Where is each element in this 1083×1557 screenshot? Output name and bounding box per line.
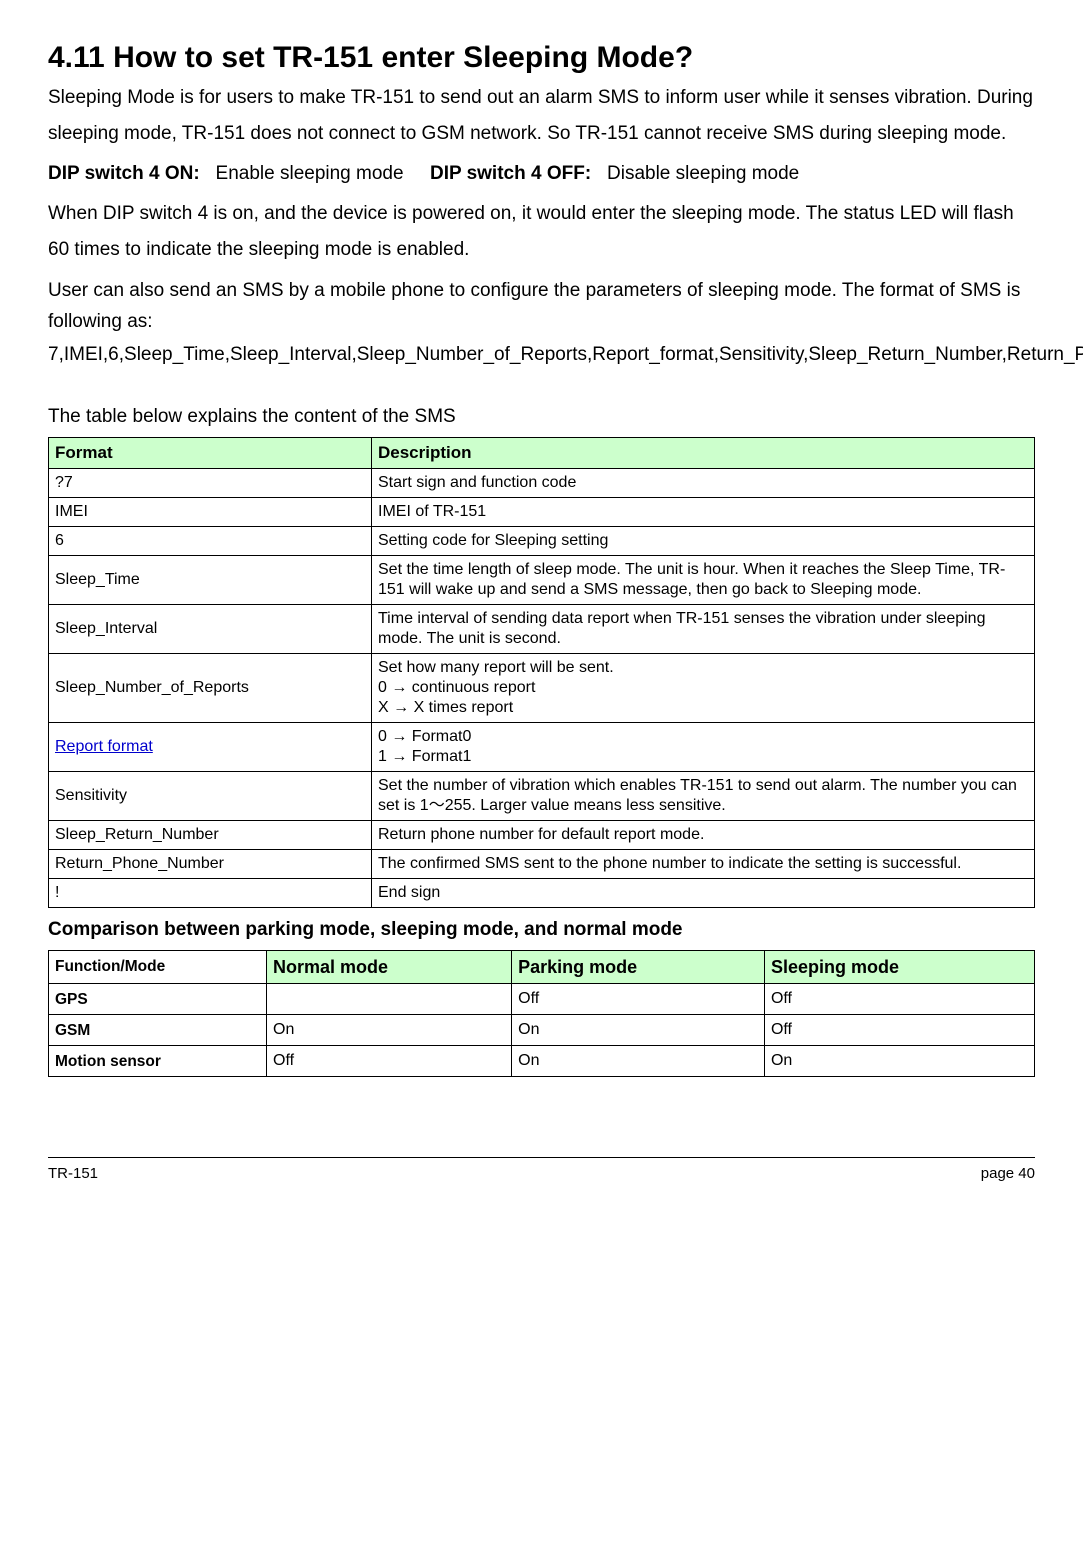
cell-desc: Time interval of sending data report whe… xyxy=(372,604,1035,653)
table-row: GSM On On Off xyxy=(49,1015,1035,1046)
compare-head-sleeping: Sleeping mode xyxy=(764,950,1034,984)
intro-paragraph-1: Sleeping Mode is for users to make TR-15… xyxy=(48,80,1035,152)
dip-off-label: DIP switch 4 OFF: xyxy=(430,163,591,184)
table-intro-text: The table below explains the content of … xyxy=(48,399,1035,435)
cell-desc: IMEI of TR-151 xyxy=(372,497,1035,526)
table-row: ?7 Start sign and function code xyxy=(49,468,1035,497)
cell-desc: Start sign and function code xyxy=(372,468,1035,497)
cell-format: Sleep_Interval xyxy=(49,604,372,653)
cell-format: ! xyxy=(49,878,372,907)
cell-format-link: Report format xyxy=(49,722,372,771)
dip-on-text: Enable sleeping mode xyxy=(216,163,404,184)
comparison-title: Comparison between parking mode, sleepin… xyxy=(48,912,1035,948)
cell-desc: Set the number of vibration which enable… xyxy=(372,771,1035,820)
table-header-row: Format Description xyxy=(49,438,1035,468)
cell-normal xyxy=(267,984,512,1015)
header-format: Format xyxy=(49,438,372,468)
cell-format: ?7 xyxy=(49,468,372,497)
cell-format: 6 xyxy=(49,526,372,555)
table-row: Sleep_Return_Number Return phone number … xyxy=(49,820,1035,849)
report-format-link[interactable]: Report format xyxy=(55,738,153,755)
compare-head-normal: Normal mode xyxy=(267,950,512,984)
table-row: Sensitivity Set the number of vibration … xyxy=(49,771,1035,820)
dip-switch-line: DIP switch 4 ON: Enable sleeping mode DI… xyxy=(48,156,1035,192)
cell-desc: Return phone number for default report m… xyxy=(372,820,1035,849)
section-heading: 4.11 How to set TR-151 enter Sleeping Mo… xyxy=(48,40,1035,76)
compare-head-parking: Parking mode xyxy=(512,950,765,984)
cell-format: IMEI xyxy=(49,497,372,526)
table-row: Sleep_Time Set the time length of sleep … xyxy=(49,555,1035,604)
cell-normal: On xyxy=(267,1015,512,1046)
table-row: IMEI IMEI of TR-151 xyxy=(49,497,1035,526)
cell-normal: Off xyxy=(267,1046,512,1077)
table-row: Sleep_Number_of_Reports Set how many rep… xyxy=(49,653,1035,722)
cell-desc: The confirmed SMS sent to the phone numb… xyxy=(372,849,1035,878)
table-row: GPS Off Off xyxy=(49,984,1035,1015)
cell-format: Sleep_Number_of_Reports xyxy=(49,653,372,722)
compare-head-function: Function/Mode xyxy=(49,950,267,984)
cell-desc: End sign xyxy=(372,878,1035,907)
table-row: Report format 0 → Format0 1 → Format1 xyxy=(49,722,1035,771)
header-description: Description xyxy=(372,438,1035,468)
intro-paragraph-3: User can also send an SMS by a mobile ph… xyxy=(48,276,1035,337)
dip-on-label: DIP switch 4 ON: xyxy=(48,163,200,184)
cell-desc: 0 → Format0 1 → Format1 xyxy=(372,722,1035,771)
intro-paragraph-2: When DIP switch 4 is on, and the device … xyxy=(48,196,1035,268)
cell-parking: Off xyxy=(512,984,765,1015)
cell-format: Sensitivity xyxy=(49,771,372,820)
footer-page-number: page 40 xyxy=(981,1160,1035,1189)
cell-format: Sleep_Time xyxy=(49,555,372,604)
sms-format-table: Format Description ?7 Start sign and fun… xyxy=(48,437,1035,907)
cell-sleeping: On xyxy=(764,1046,1034,1077)
row-label: GSM xyxy=(49,1015,267,1046)
cell-desc: Set the time length of sleep mode. The u… xyxy=(372,555,1035,604)
table-row: 6 Setting code for Sleeping setting xyxy=(49,526,1035,555)
dip-off-text: Disable sleeping mode xyxy=(607,163,799,184)
sms-format-string: 7,IMEI,6,Sleep_Time,Sleep_Interval,Sleep… xyxy=(48,337,1035,373)
cell-parking: On xyxy=(512,1015,765,1046)
footer-model: TR-151 xyxy=(48,1160,98,1189)
compare-header-row: Function/Mode Normal mode Parking mode S… xyxy=(49,950,1035,984)
cell-format: Return_Phone_Number xyxy=(49,849,372,878)
cell-desc: Set how many report will be sent. 0 → co… xyxy=(372,653,1035,722)
table-row: Return_Phone_Number The confirmed SMS se… xyxy=(49,849,1035,878)
table-row: Sleep_Interval Time interval of sending … xyxy=(49,604,1035,653)
comparison-table: Function/Mode Normal mode Parking mode S… xyxy=(48,950,1035,1078)
cell-parking: On xyxy=(512,1046,765,1077)
cell-desc: Setting code for Sleeping setting xyxy=(372,526,1035,555)
table-row: Motion sensor Off On On xyxy=(49,1046,1035,1077)
cell-sleeping: Off xyxy=(764,984,1034,1015)
cell-sleeping: Off xyxy=(764,1015,1034,1046)
row-label: Motion sensor xyxy=(49,1046,267,1077)
table-row: ! End sign xyxy=(49,878,1035,907)
cell-format: Sleep_Return_Number xyxy=(49,820,372,849)
page-footer: TR-151 page 40 xyxy=(48,1157,1035,1189)
row-label: GPS xyxy=(49,984,267,1015)
